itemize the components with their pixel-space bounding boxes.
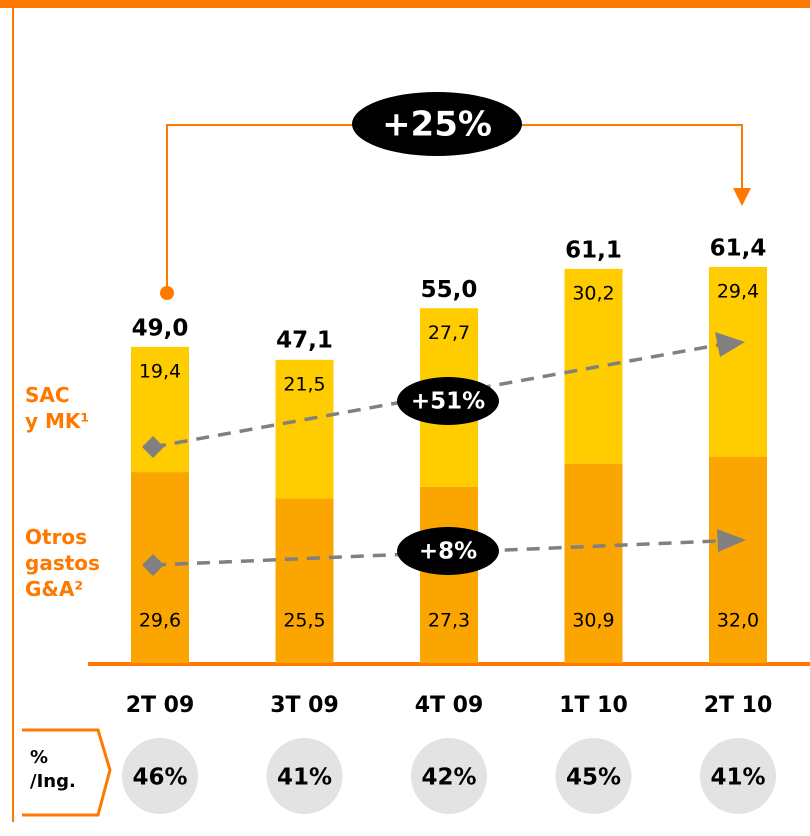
value-label: 29,6 <box>139 610 181 632</box>
ratio-badge <box>266 738 343 814</box>
bar-segment <box>564 463 623 663</box>
value-label: 30,9 <box>572 610 614 632</box>
bar-segment <box>709 266 767 457</box>
trend-arrow <box>717 529 746 552</box>
ratio-tab <box>22 728 112 817</box>
bar-segment <box>275 359 334 499</box>
bar-segment <box>709 456 767 663</box>
total-label: 47,1 <box>276 328 333 354</box>
annotation: +8% <box>419 539 477 565</box>
ratio-label: 45% <box>566 765 621 791</box>
ratio-title: % /Ing. <box>30 747 76 792</box>
trend-line <box>152 539 719 567</box>
ratio-badge <box>555 738 632 814</box>
x-tick-label: 2T 10 <box>704 693 773 718</box>
x-tick-label: 3T 09 <box>270 693 339 718</box>
x-tick-label: 1T 10 <box>559 693 628 718</box>
value-label: 30,2 <box>572 282 614 304</box>
value-label: 27,3 <box>428 610 470 632</box>
annotation: +25% <box>382 105 492 145</box>
bracket-start <box>160 286 174 300</box>
annotation-badge <box>397 527 499 575</box>
ratio-label: 42% <box>421 765 476 791</box>
overlays: +25% +51% +8% <box>142 92 746 576</box>
bracket-arrow <box>733 188 751 206</box>
value-label: 21,5 <box>283 373 325 395</box>
ratio-label: 46% <box>132 765 187 791</box>
value-label: 19,4 <box>139 360 181 382</box>
ratio-label: 41% <box>710 765 765 791</box>
annotation: +51% <box>411 389 485 415</box>
total-label: 55,0 <box>421 277 478 303</box>
trend-start <box>142 554 164 576</box>
total-label: 61,1 <box>565 237 622 263</box>
bar-segment <box>131 346 189 473</box>
ratio-label: 41% <box>277 765 332 791</box>
trend-start <box>142 436 164 458</box>
legend-label: Otros gastos G&A² <box>25 525 100 601</box>
value-label: 29,4 <box>717 280 759 302</box>
value-label: 25,5 <box>283 610 325 632</box>
annotation-badge <box>397 377 499 425</box>
value-label: 27,7 <box>428 322 470 344</box>
annotation-badge <box>352 92 522 156</box>
ratio-badge <box>700 738 776 814</box>
ratio-badge <box>122 738 198 814</box>
legend-label: SAC y MK¹ <box>25 383 90 433</box>
total-label: 49,0 <box>132 315 189 341</box>
trend-arrow <box>715 332 745 357</box>
top-band <box>0 0 810 8</box>
x-tick-label: 4T 09 <box>415 693 484 718</box>
value-label: 32,0 <box>717 610 759 632</box>
total-label: 61,4 <box>710 235 767 261</box>
bar-segment <box>275 498 334 663</box>
x-tick-label: 2T 09 <box>126 693 195 718</box>
ratio-badge <box>411 738 487 814</box>
